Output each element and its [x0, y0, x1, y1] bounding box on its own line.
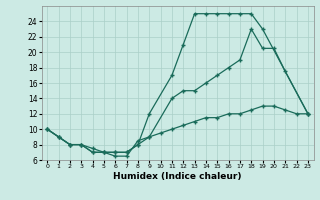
- X-axis label: Humidex (Indice chaleur): Humidex (Indice chaleur): [113, 172, 242, 181]
